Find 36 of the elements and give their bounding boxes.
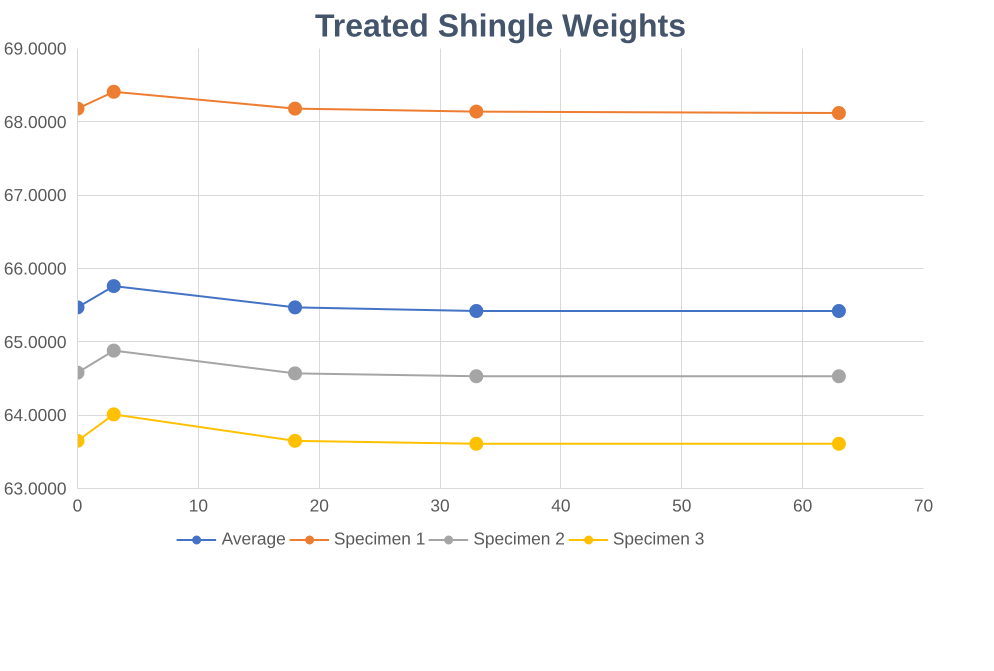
x-tick-label: 40 (551, 496, 571, 516)
point (832, 369, 846, 384)
x-tick-label: 20 (310, 496, 329, 516)
legend-label: Specimen 2 (473, 528, 565, 550)
point (469, 304, 484, 318)
legend-label: Specimen 3 (612, 528, 704, 550)
point (469, 436, 484, 451)
y-tick-label: 68.0000 (4, 112, 67, 132)
point (106, 84, 121, 99)
legend-label: Average (222, 528, 286, 550)
y-tick-label: 67.0000 (4, 185, 67, 206)
point (288, 300, 302, 314)
legend-label: Specimen 1 (334, 528, 426, 550)
point (469, 369, 484, 384)
y-tick-label: 69.0000 (4, 38, 67, 58)
point (469, 104, 484, 119)
x-tick-label: 30 (430, 496, 450, 516)
point (288, 434, 302, 448)
chart-title: Treated Shingle Weights (314, 8, 686, 44)
y-tick-label: 65.0000 (4, 332, 67, 352)
point (832, 106, 846, 120)
point (106, 279, 121, 294)
y-tick-label: 63.0000 (4, 478, 67, 498)
x-tick-label: 60 (793, 496, 812, 516)
point (288, 102, 302, 116)
point (832, 436, 846, 451)
x-tick-label: 10 (188, 496, 208, 516)
y-tick-label: 66.0000 (4, 258, 67, 278)
point (288, 366, 302, 380)
point (106, 407, 121, 422)
x-tick-label: 70 (914, 496, 934, 516)
x-tick-label: 50 (672, 496, 692, 516)
point (832, 304, 846, 318)
y-tick-label: 64.0000 (4, 405, 67, 426)
point (106, 344, 121, 358)
x-tick-label: 0 (72, 496, 82, 516)
